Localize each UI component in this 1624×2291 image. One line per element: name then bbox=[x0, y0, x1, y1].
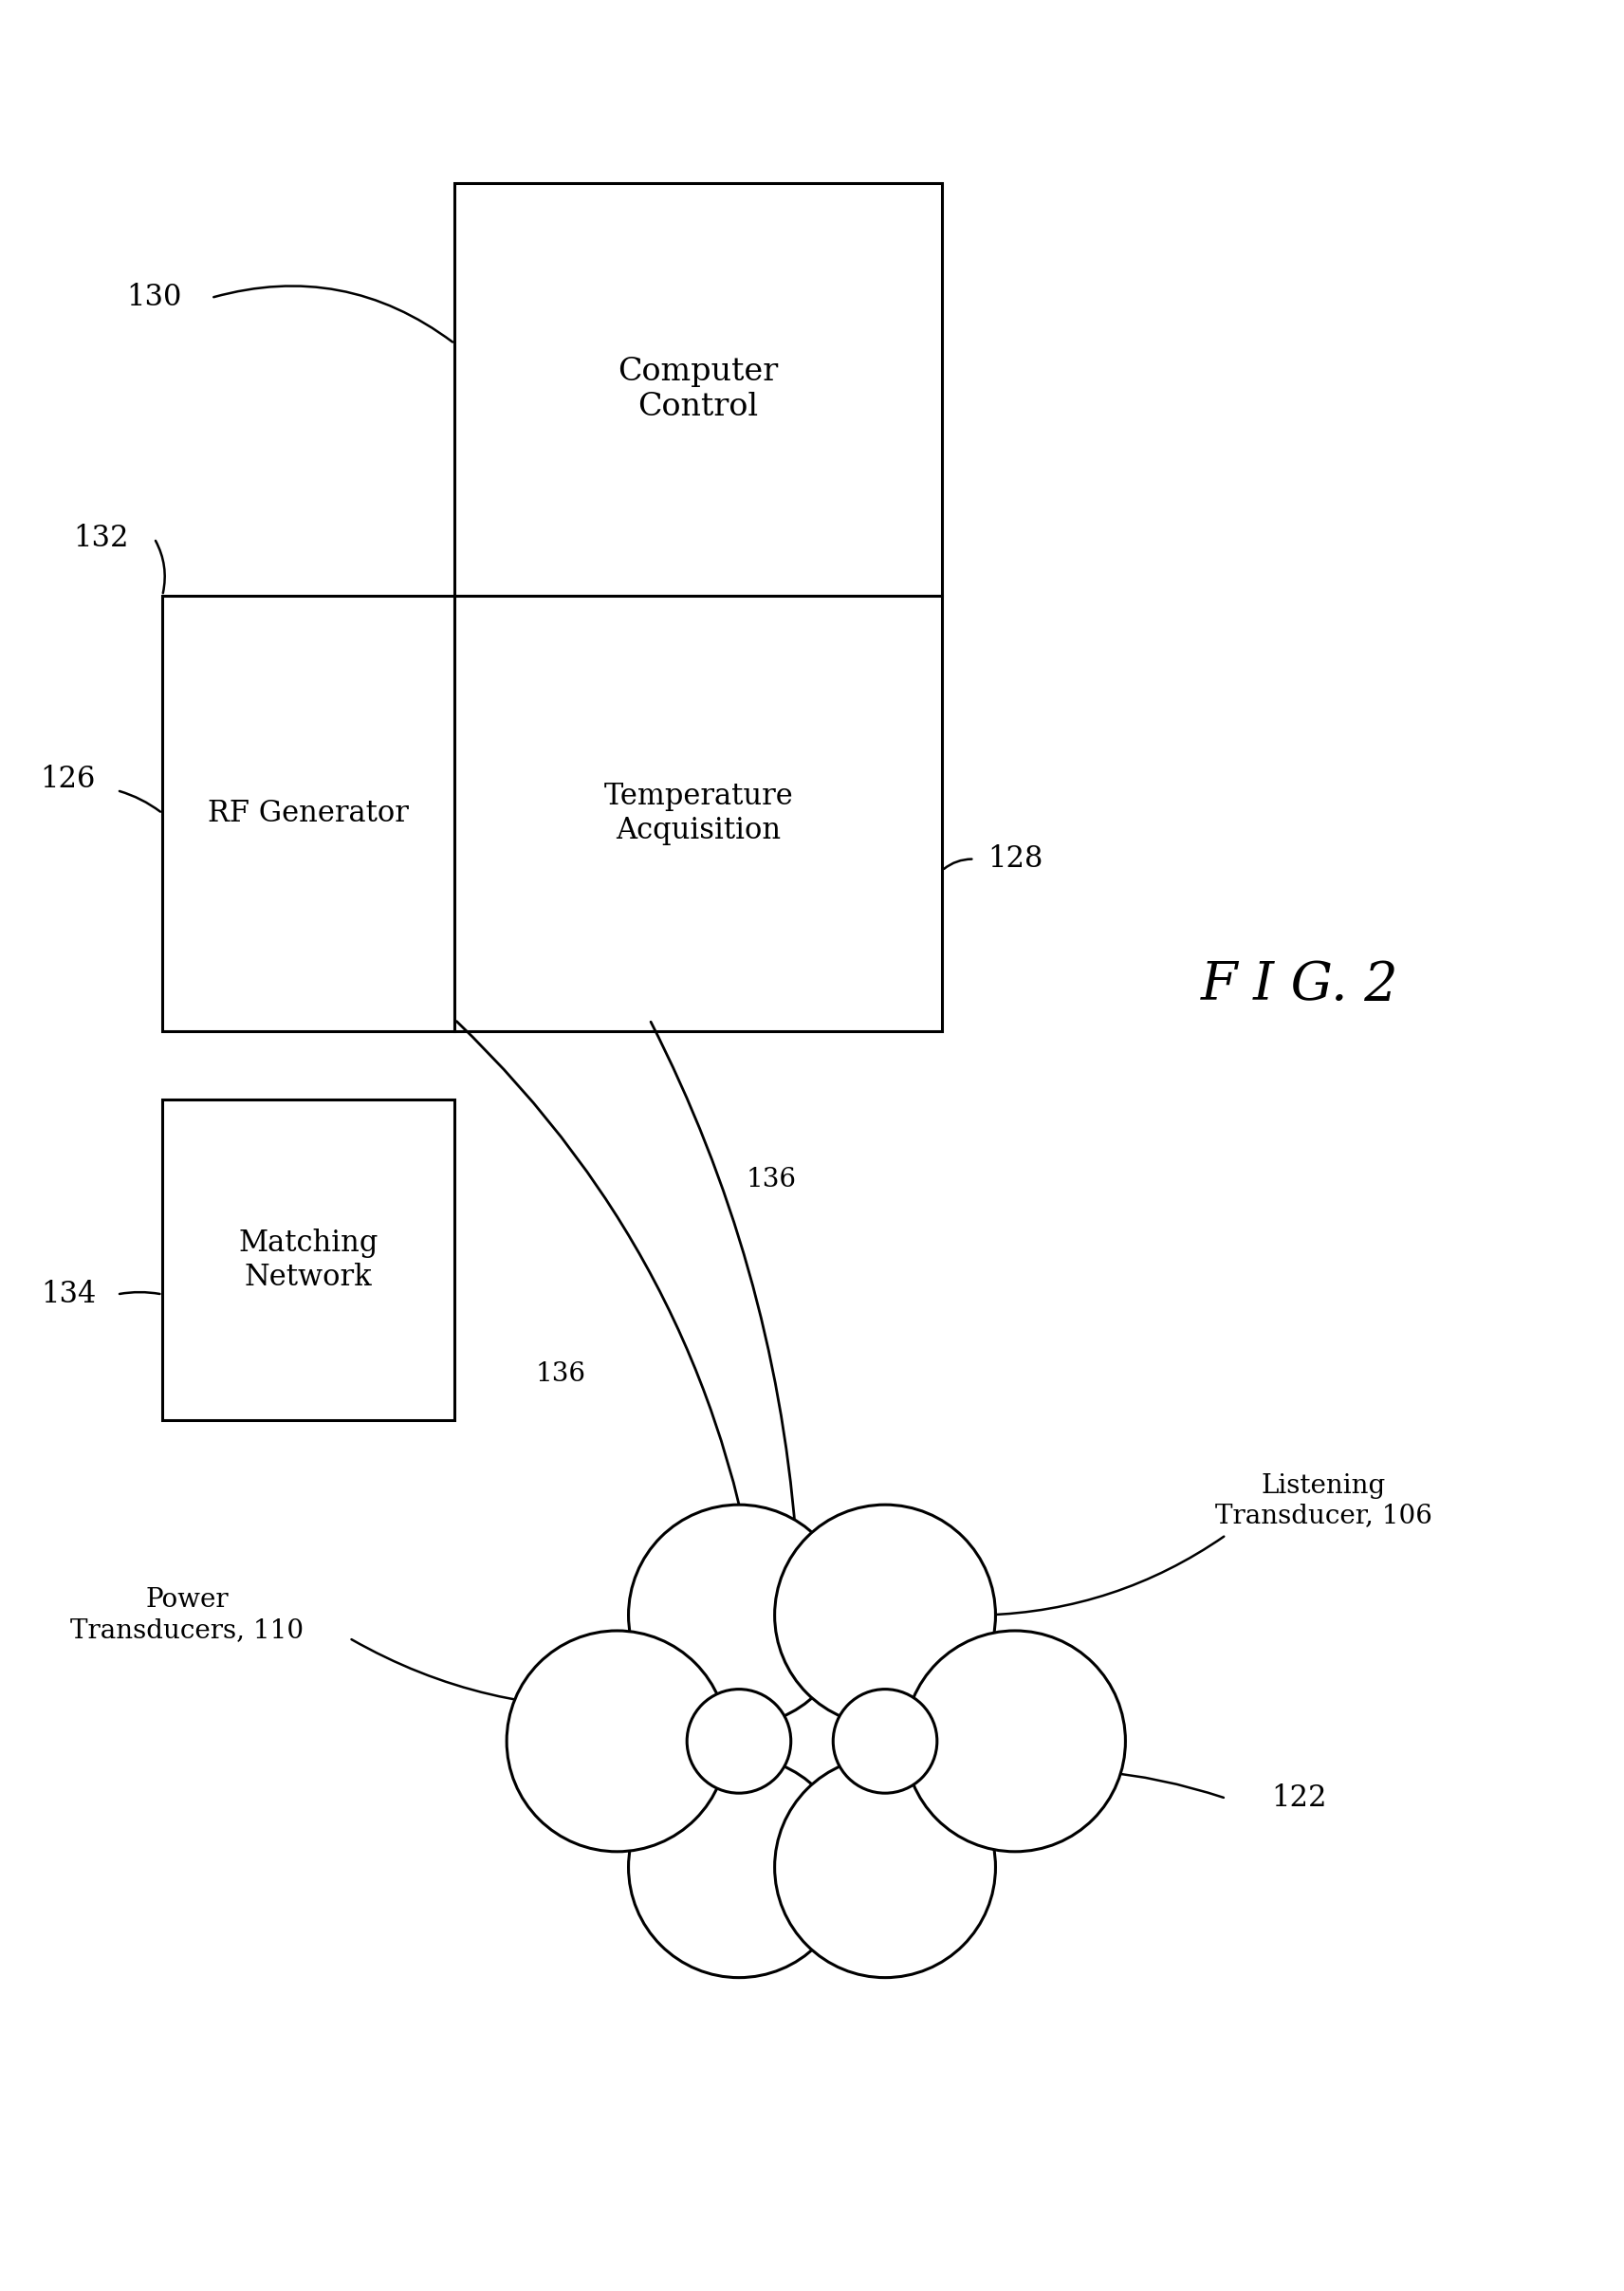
Ellipse shape bbox=[833, 1688, 937, 1794]
Ellipse shape bbox=[775, 1757, 996, 1977]
Text: 134: 134 bbox=[41, 1281, 96, 1308]
Text: Matching
Network: Matching Network bbox=[239, 1228, 378, 1292]
Text: Computer
Control: Computer Control bbox=[619, 357, 778, 422]
Text: 136: 136 bbox=[747, 1166, 796, 1194]
Text: Power
Transducers, 110: Power Transducers, 110 bbox=[70, 1588, 304, 1643]
Bar bbox=[455, 596, 942, 1031]
Bar bbox=[162, 1100, 455, 1420]
Bar bbox=[162, 596, 455, 1031]
Text: Temperature
Acquisition: Temperature Acquisition bbox=[604, 781, 793, 845]
Ellipse shape bbox=[628, 1505, 849, 1725]
Ellipse shape bbox=[687, 1688, 791, 1794]
Text: 136: 136 bbox=[536, 1361, 585, 1388]
Text: RF Generator: RF Generator bbox=[208, 800, 409, 827]
Text: 126: 126 bbox=[41, 765, 96, 793]
Text: Listening
Transducer, 106: Listening Transducer, 106 bbox=[1215, 1473, 1432, 1528]
Text: 122: 122 bbox=[1272, 1785, 1327, 1812]
Text: 132: 132 bbox=[73, 525, 128, 552]
Text: 128: 128 bbox=[987, 845, 1043, 873]
Text: 130: 130 bbox=[127, 284, 182, 312]
Bar bbox=[455, 183, 942, 596]
Ellipse shape bbox=[628, 1757, 849, 1977]
Ellipse shape bbox=[905, 1631, 1125, 1851]
Text: F I G. 2: F I G. 2 bbox=[1200, 960, 1398, 1010]
Ellipse shape bbox=[507, 1631, 728, 1851]
Ellipse shape bbox=[775, 1505, 996, 1725]
